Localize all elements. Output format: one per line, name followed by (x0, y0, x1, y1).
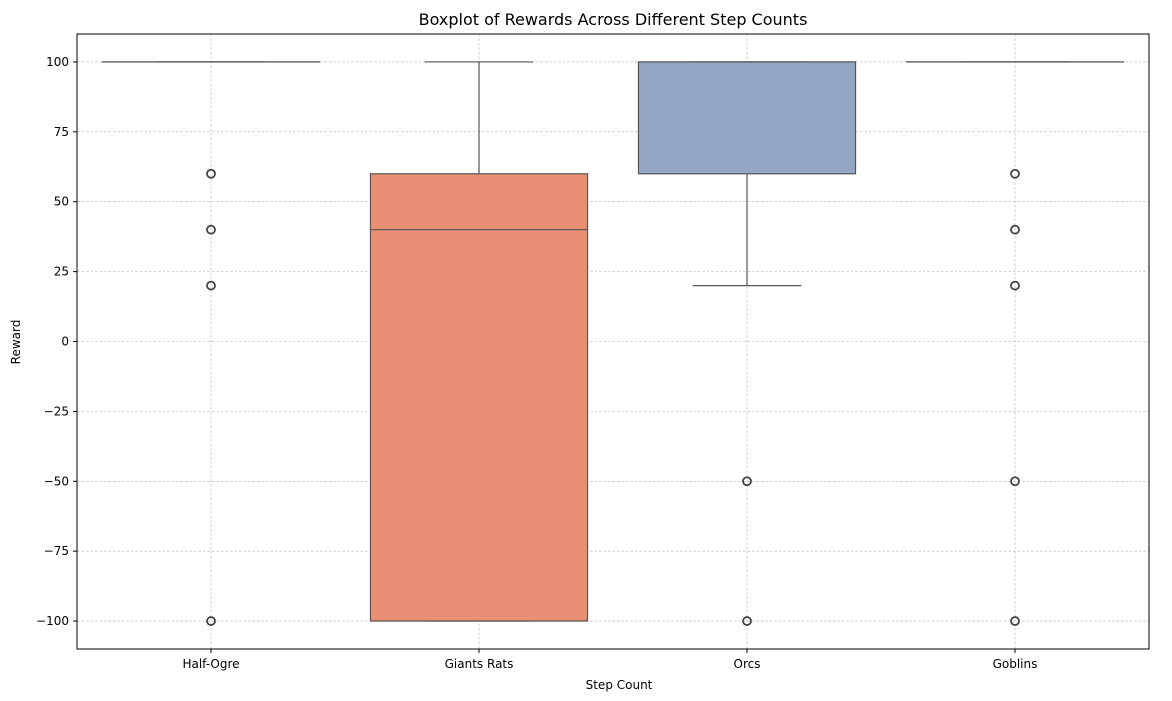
outlier-point (1010, 280, 1020, 291)
y-tick-label: −100 (36, 614, 69, 628)
grid-lines (77, 34, 1149, 649)
outlier-point (1010, 168, 1020, 179)
y-tick-label: 75 (54, 125, 69, 139)
outlier-point (206, 224, 216, 235)
x-tick-label: Half-Ogre (182, 657, 239, 671)
x-tick-label: Goblins (993, 657, 1038, 671)
y-axis-label: Reward (9, 320, 23, 365)
y-tick-label: 50 (54, 195, 69, 209)
box-body (369, 173, 589, 622)
x-tick-label: Orcs (734, 657, 761, 671)
box-group (369, 61, 589, 622)
y-tick-label: −75 (44, 544, 69, 558)
box-body (637, 61, 857, 175)
y-tick-label: −50 (44, 474, 69, 488)
x-axis-label: Step Count (586, 678, 653, 692)
box-group (905, 61, 1125, 626)
outlier-point (742, 616, 752, 626)
y-tick-label: 100 (46, 55, 69, 69)
outlier-point (1010, 476, 1020, 487)
outlier-point (742, 476, 752, 487)
outlier-point (1010, 224, 1020, 235)
outlier-point (206, 616, 216, 626)
x-tick-label: Giants Rats (445, 657, 514, 671)
y-tick-label: 25 (54, 265, 69, 279)
boxes-layer (101, 61, 1125, 626)
outlier-point (1010, 616, 1020, 626)
y-axis: −100 −75 −50 −25 0 25 50 75 100 (36, 55, 77, 628)
chart-title: Boxplot of Rewards Across Different Step… (419, 10, 808, 29)
y-tick-label: 0 (61, 335, 69, 349)
box-group (101, 61, 321, 626)
x-axis: Half-Ogre Giants Rats Orcs Goblins (182, 649, 1037, 671)
y-tick-label: −25 (44, 404, 69, 418)
outlier-point (206, 168, 216, 179)
outlier-point (206, 280, 216, 291)
box-group (637, 61, 857, 626)
